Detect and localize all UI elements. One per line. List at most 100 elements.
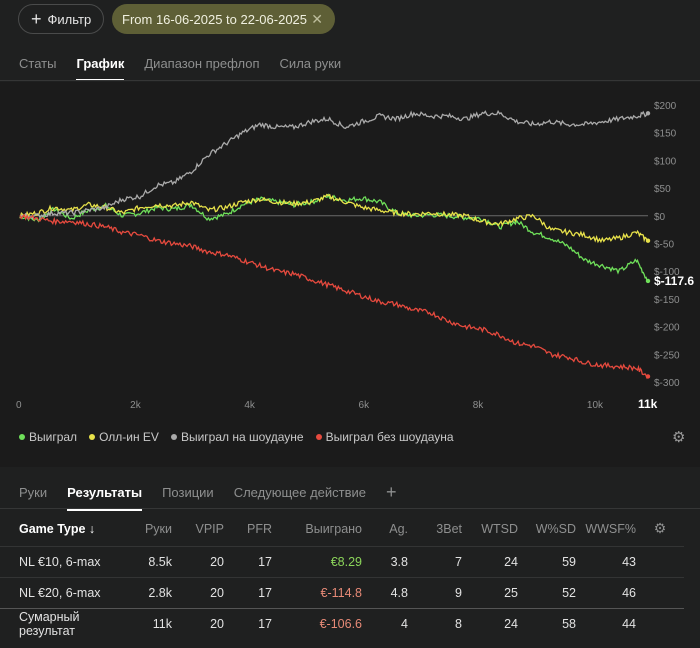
legend-label: Выиграл без шоудауна — [325, 430, 454, 444]
series-line-2 — [19, 109, 649, 220]
table-settings-gear-icon[interactable]: ⚙ — [653, 520, 667, 537]
filter-button[interactable]: + Фильтр — [18, 4, 104, 34]
series-end-point — [645, 238, 651, 243]
results-table: Game Type ↓ Руки VPIP PFR Выиграно Ag. 3… — [0, 512, 684, 639]
y-tick-label: $-300 — [654, 378, 680, 389]
cell-ag: 3.8 — [370, 545, 416, 577]
top-tabs: Статы График Диапазон префлоп Сила руки — [19, 56, 341, 81]
x-tick-label: 4k — [244, 400, 256, 411]
x-tick-label: 11k — [638, 397, 658, 411]
col-wsd[interactable]: W%SD — [535, 521, 576, 536]
chart-legend: Выиграл Олл-ин EV Выиграл на шоудауне Вы… — [19, 430, 454, 444]
cell-wsd: 59 — [526, 545, 584, 577]
cell-pfr: 17 — [232, 576, 280, 608]
date-range-label: From 16-06-2025 to 22-06-2025 — [122, 11, 308, 27]
legend-item-won[interactable]: Выиграл — [19, 430, 77, 444]
tab-positions[interactable]: Позиции — [162, 485, 214, 500]
y-tick-label: $-250 — [654, 350, 680, 361]
plus-icon: + — [31, 9, 42, 29]
legend-item-non-showdown[interactable]: Выиграл без шоудауна — [315, 430, 454, 444]
cell-vpip: 20 — [180, 576, 232, 608]
series-end-point — [645, 278, 651, 284]
x-tick-label: 2k — [130, 400, 142, 411]
col-wwsf[interactable]: WWSF% — [585, 521, 636, 536]
cell-game-type: NL €10, 6-max — [0, 545, 128, 577]
legend-item-showdown[interactable]: Выиграл на шоудауне — [170, 430, 304, 444]
cell-game-type: Сумарный результат — [0, 607, 128, 639]
cell-wsd: 52 — [526, 576, 584, 608]
cell-wtsd: 24 — [470, 545, 526, 577]
cell-3bet: 8 — [416, 607, 470, 639]
col-hands[interactable]: Руки — [144, 521, 172, 536]
x-tick-label: 10k — [587, 400, 604, 411]
add-tab-plus-icon[interactable]: + — [386, 482, 397, 502]
cell-empty — [644, 545, 684, 577]
cell-hands: 11k — [128, 607, 180, 639]
legend-dot — [89, 434, 96, 440]
tab-stats[interactable]: Статы — [19, 56, 57, 71]
x-tick-label: 8k — [473, 400, 485, 411]
series-end-point — [645, 111, 651, 116]
series-line-0 — [19, 193, 649, 282]
table-row[interactable]: NL €10, 6-max 8.5k 20 17 €8.29 3.8 7 24 … — [0, 545, 684, 577]
table-header-row: Game Type ↓ Руки VPIP PFR Выиграно Ag. 3… — [0, 512, 684, 546]
cell-won: €8.29 — [280, 545, 370, 577]
bottom-tabs: Руки Результаты Позиции Следующее действ… — [19, 482, 397, 511]
tab-graph[interactable]: График — [76, 56, 125, 81]
series-end-point — [645, 374, 651, 379]
y-tick-label: $0 — [654, 212, 666, 223]
table-total-row: Сумарный результат 11k 20 17 €-106.6 4 8… — [0, 607, 684, 639]
cell-empty — [644, 576, 684, 608]
cell-empty — [644, 607, 684, 639]
legend-item-allin-ev[interactable]: Олл-ин EV — [89, 430, 159, 444]
tab-preflop-range[interactable]: Диапазон префлоп — [144, 56, 260, 71]
cell-wtsd: 24 — [470, 607, 526, 639]
cell-hands: 2.8k — [128, 576, 180, 608]
y-tick-label: $50 — [654, 184, 671, 195]
cell-wsd: 58 — [526, 607, 584, 639]
cell-game-type: NL €20, 6-max — [0, 576, 128, 608]
col-ag[interactable]: Ag. — [389, 521, 408, 536]
table-row[interactable]: NL €20, 6-max 2.8k 20 17 €-114.8 4.8 9 2… — [0, 576, 684, 608]
cell-vpip: 20 — [180, 545, 232, 577]
end-value-label: $-117.6 — [654, 274, 694, 288]
y-tick-label: $-200 — [654, 323, 680, 334]
date-range-chip[interactable]: From 16-06-2025 to 22-06-2025 ✕ — [112, 4, 335, 34]
cell-ag: 4.8 — [370, 576, 416, 608]
col-3bet[interactable]: 3Bet — [436, 521, 462, 536]
chart-settings-gear-icon[interactable]: ⚙ — [672, 429, 686, 446]
legend-label: Выиграл на шоудауне — [180, 430, 304, 444]
col-wtsd[interactable]: WTSD — [481, 521, 518, 536]
y-tick-label: $100 — [654, 156, 677, 167]
y-tick-label: $-100 — [654, 267, 680, 278]
col-pfr[interactable]: PFR — [247, 521, 272, 536]
series-line-1 — [19, 193, 649, 244]
cell-wwsf: 46 — [584, 576, 644, 608]
tab-results[interactable]: Результаты — [67, 485, 143, 511]
cell-wwsf: 44 — [584, 607, 644, 639]
col-game-type[interactable]: Game Type ↓ — [19, 521, 96, 536]
col-won[interactable]: Выиграно — [305, 521, 362, 536]
series-line-3 — [19, 213, 649, 380]
col-vpip[interactable]: VPIP — [195, 521, 225, 536]
legend-dot — [170, 434, 177, 440]
cell-wwsf: 43 — [584, 545, 644, 577]
tab-hand-strength[interactable]: Сила руки — [279, 56, 342, 71]
legend-label: Выиграл — [29, 430, 78, 444]
tab-next-action[interactable]: Следующее действие — [233, 485, 367, 500]
cell-vpip: 20 — [180, 607, 232, 639]
cell-wtsd: 25 — [470, 576, 526, 608]
cell-pfr: 17 — [232, 545, 280, 577]
y-tick-label: $150 — [654, 129, 677, 140]
close-icon[interactable]: ✕ — [311, 10, 323, 27]
divider — [0, 80, 700, 81]
tab-hands[interactable]: Руки — [19, 485, 48, 500]
cell-won: €-106.6 — [280, 607, 370, 639]
cell-hands: 8.5k — [128, 545, 180, 577]
cell-won: €-114.8 — [280, 576, 370, 608]
legend-dot — [19, 434, 25, 440]
cell-pfr: 17 — [232, 607, 280, 639]
profit-chart: $200 $150 $100 $50 $0 $-50 $-100 $-150 $-200 $-25… — [16, 101, 694, 411]
y-tick-label: $200 — [654, 101, 677, 112]
chart-container: $200 $150 $100 $50 $0 $-50 $-100 $-150 $-200 $-25… — [0, 82, 700, 467]
